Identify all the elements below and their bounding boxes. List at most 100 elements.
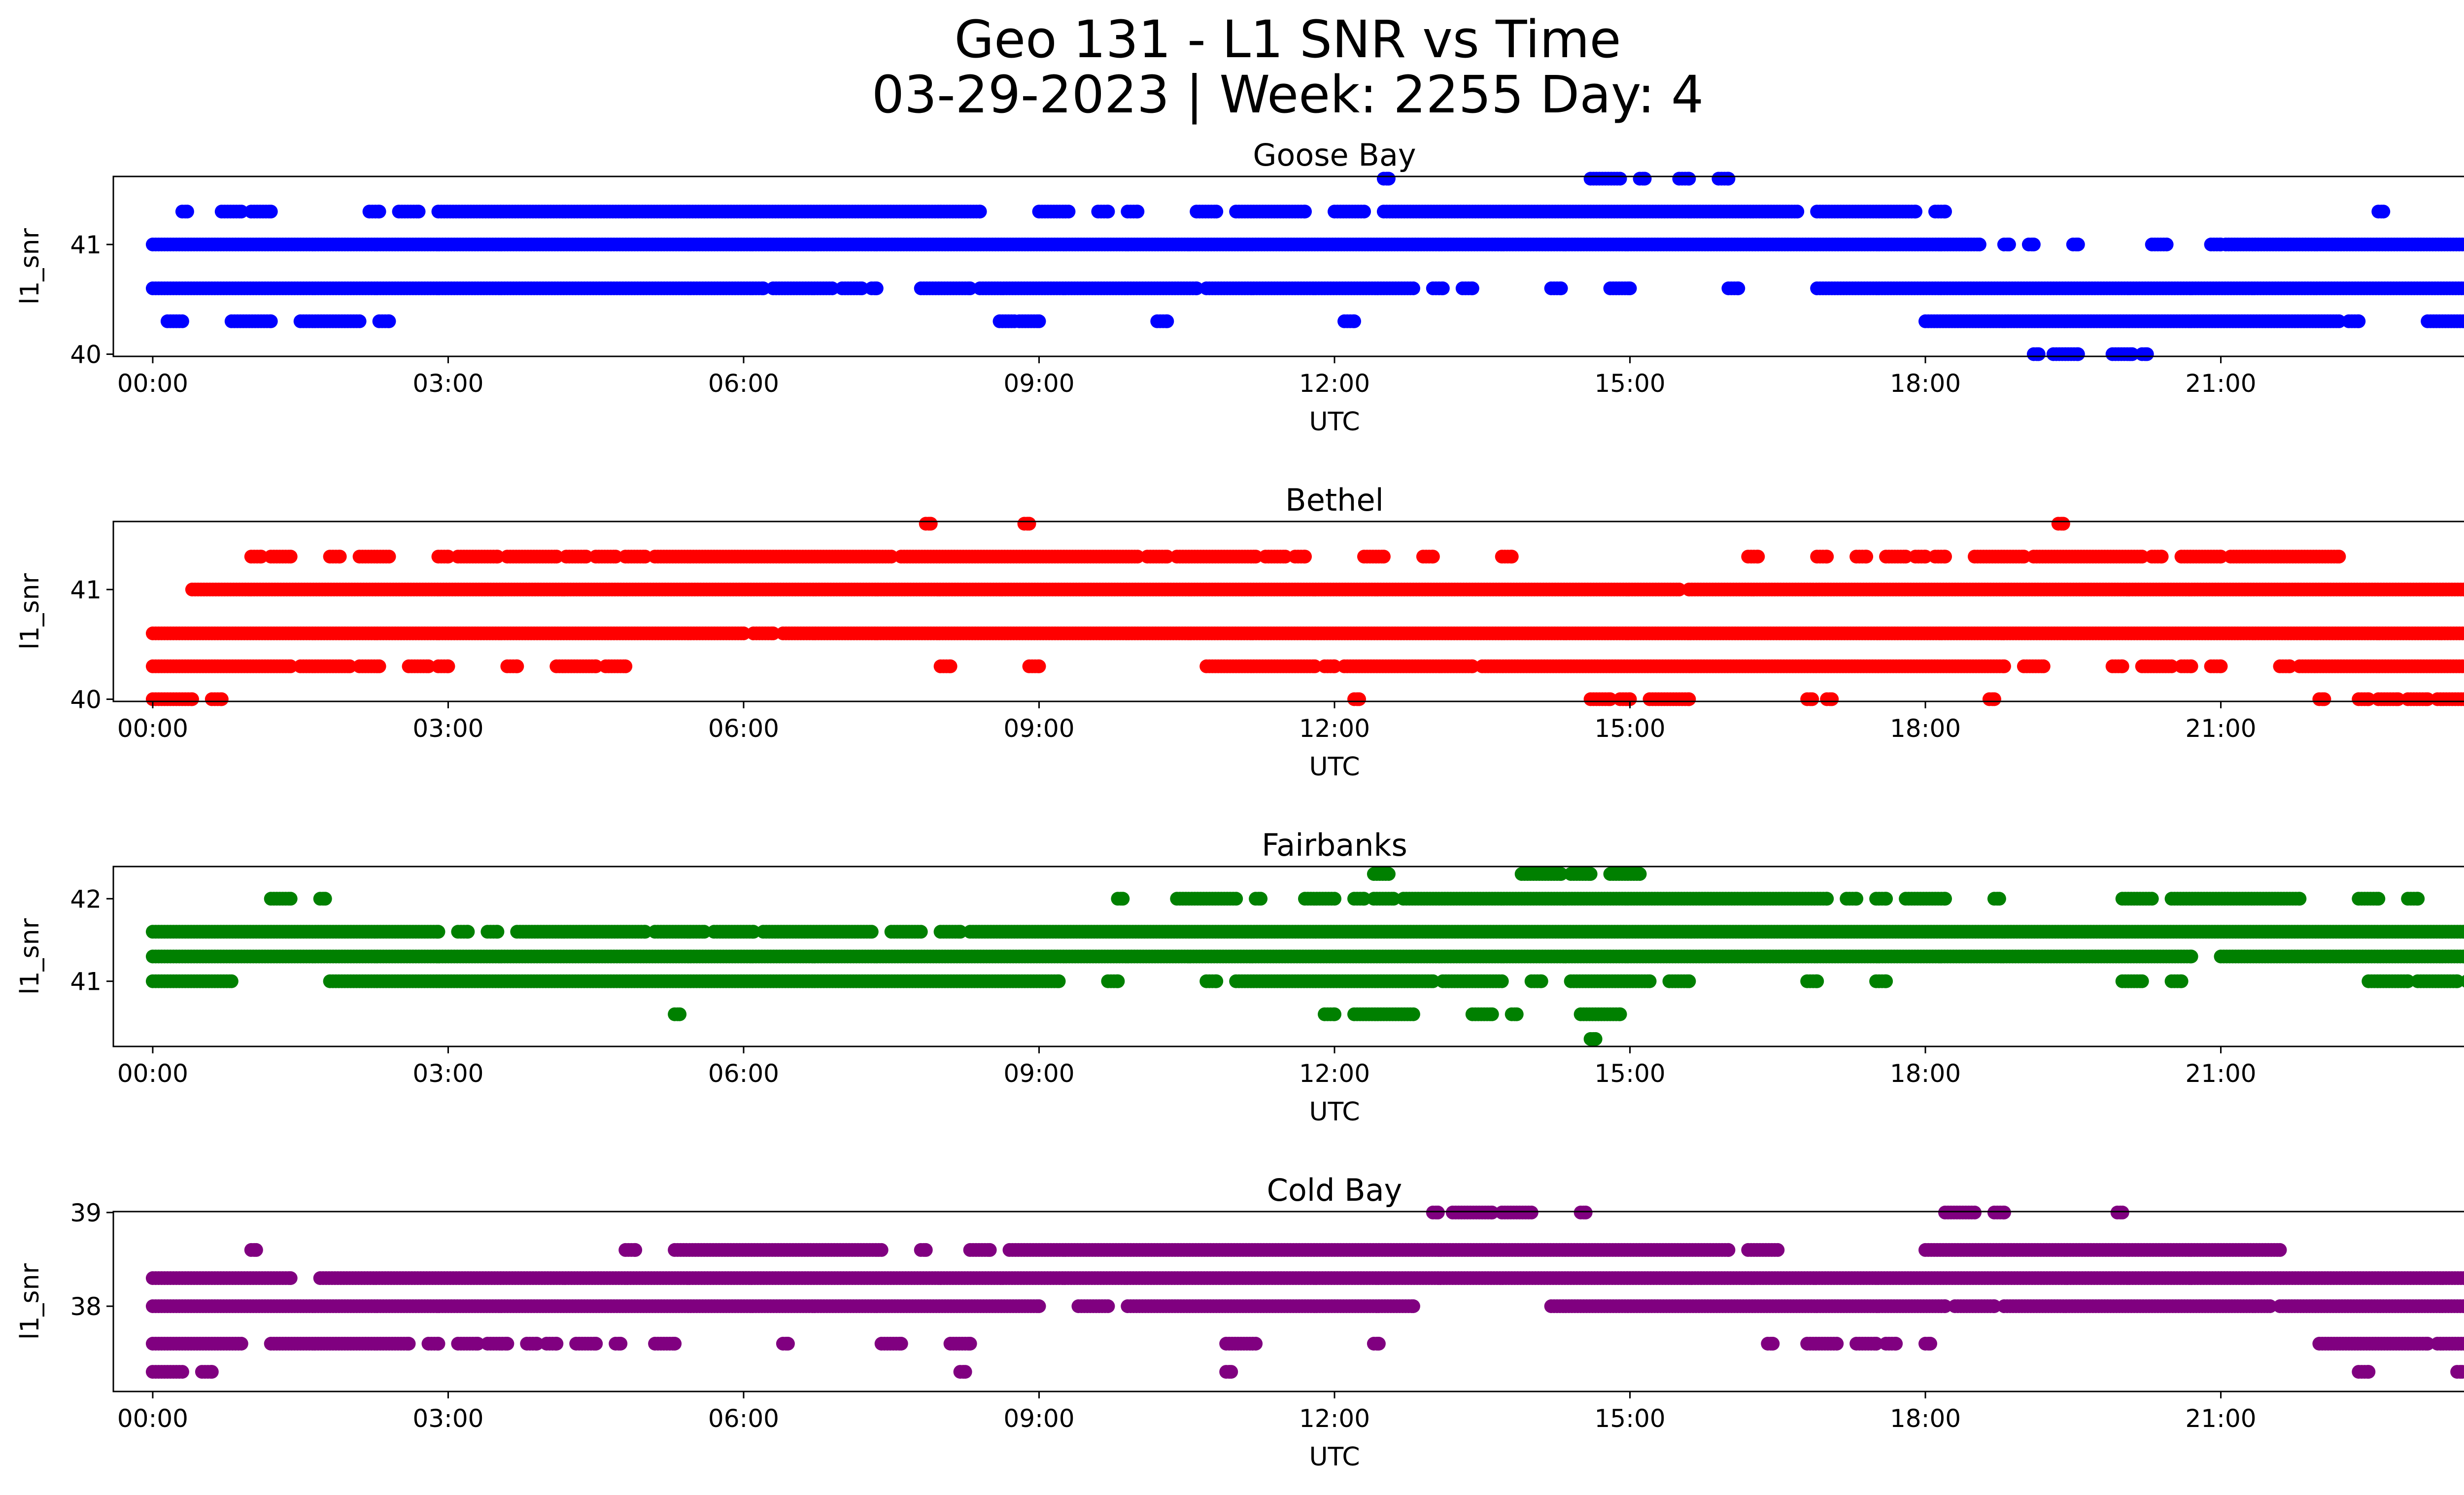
panel-bethel-point <box>1805 692 1819 706</box>
panel-goose-bay-x-tick-label: 06:00 <box>708 369 779 398</box>
panel-bethel-point <box>1426 550 1440 564</box>
panel-bethel-point <box>2115 659 2129 673</box>
panel-bethel-point <box>441 550 455 564</box>
panel-bethel-point <box>1987 692 2001 706</box>
panel-bethel-point <box>1997 659 2011 673</box>
panel-bethel-y-tick-label: 41 <box>70 576 102 604</box>
panel-bethel-point <box>1465 659 1479 673</box>
panel-goose-bay-point <box>1721 172 1736 186</box>
panel-goose-bay-point <box>2459 314 2464 328</box>
panel-bethel-point <box>1603 692 1617 706</box>
panel-goose-bay-point <box>1909 205 1922 219</box>
panel-goose-bay-x-tick-label: 03:00 <box>412 369 483 398</box>
panel-goose-bay-point <box>1347 314 1361 328</box>
panel-bethel-point <box>1859 550 1874 564</box>
panel-goose-bay-point <box>175 314 189 328</box>
panel-bethel-point <box>283 659 298 673</box>
panel-bethel-point <box>333 550 347 564</box>
panel-bethel-point <box>2155 550 2169 564</box>
panel-bethel-point <box>2332 550 2346 564</box>
panel-bethel-point <box>2184 659 2198 673</box>
panel-bethel-point <box>214 692 229 706</box>
panel-bethel-points <box>145 517 2464 706</box>
panel-bethel-point <box>549 550 564 564</box>
panel-goose-bay-points <box>145 172 2464 361</box>
panel-bethel-point <box>1682 692 1696 706</box>
panel-bethel-point <box>1899 550 1913 564</box>
panel-bethel-point <box>1751 550 1765 564</box>
panel-bethel-point <box>2460 693 2464 706</box>
panel-goose-bay-point <box>2002 238 2016 251</box>
panel-bethel-point <box>2036 659 2051 673</box>
panel-goose-bay-x-tick-label: 21:00 <box>2186 369 2257 398</box>
panel-goose-bay-point <box>1938 205 1952 219</box>
panel-bethel-x-tick-label: 12:00 <box>1299 714 1370 743</box>
panel-bethel-point <box>1918 550 1932 564</box>
panel-goose-bay-point <box>825 281 839 295</box>
panel-goose-bay-point <box>1638 172 1652 186</box>
panel-bethel-x-tick-label: 15:00 <box>1594 714 1665 743</box>
panel-bethel-point <box>1298 550 1312 564</box>
panel-bethel-point <box>2391 692 2405 706</box>
panel-bethel-axes-frame <box>112 521 2464 702</box>
panel-goose-bay-point <box>234 205 248 219</box>
panel-goose-bay-point <box>1554 281 1568 295</box>
panel-goose-bay-point <box>372 205 386 219</box>
panel-goose-bay-point <box>1298 205 1312 219</box>
panel-goose-bay-x-tick-label: 09:00 <box>1003 369 1074 398</box>
panel-bethel-point <box>2461 661 2464 672</box>
panel-bethel-point <box>441 659 455 673</box>
panel-goose-bay-point <box>2159 238 2174 251</box>
panel-bethel-point <box>2214 550 2228 564</box>
panel-goose-bay-point <box>1209 205 1224 219</box>
panel-bethel-point <box>1352 692 1366 706</box>
panel-goose-bay-point <box>1061 205 1076 219</box>
panel-goose-bay-point <box>1190 281 1204 295</box>
panel-goose-bay-point <box>1357 205 1371 219</box>
panel-goose-bay-point <box>2376 205 2391 219</box>
panel-bethel-y-tick-label: 40 <box>70 686 102 714</box>
panel-bethel-point <box>1160 550 1174 564</box>
panel-bethel-point <box>2164 659 2179 673</box>
panel-bethel-point <box>1328 659 1341 673</box>
panel-goose-bay-point <box>2461 239 2464 250</box>
panel-goose-bay-point <box>2352 314 2366 328</box>
panel-goose-bay-point <box>1731 281 1745 295</box>
panel-bethel-point <box>1825 692 1839 706</box>
panel-bethel-y-axis-label: l1_snr <box>15 573 45 650</box>
panel-goose-bay-point <box>180 205 194 219</box>
panel-goose-bay-point <box>1790 205 1805 219</box>
panel-goose-bay-y-axis-label: l1_snr <box>15 228 45 305</box>
panel-bethel-point <box>372 659 386 673</box>
panel-goose-bay-point <box>382 314 396 328</box>
panel-goose-bay-point <box>963 281 977 295</box>
panel-bethel-point <box>2460 583 2464 596</box>
panel-bethel-point <box>2421 692 2435 706</box>
panel-goose-bay-point <box>756 281 770 295</box>
panel-goose-bay-point <box>264 205 278 219</box>
panel-bethel-point <box>2056 517 2070 531</box>
panel-goose-bay-point <box>1465 281 1479 295</box>
panel-bethel-x-tick-label: 06:00 <box>708 714 779 743</box>
panel-bethel-point <box>382 550 396 564</box>
panel-bethel-x-tick-label: 03:00 <box>412 714 483 743</box>
panel-goose-bay-x-tick-label: 00:00 <box>117 369 188 398</box>
figure-title-line2: 03-29-2023 | Week: 2255 Day: 4 <box>871 65 1704 125</box>
panel-goose-bay-point <box>2461 282 2464 295</box>
panel-goose-bay-point <box>1972 238 1986 251</box>
panel-bethel-x-axis-label: UTC <box>1309 752 1360 782</box>
panel-goose-bay-x-tick-label: 12:00 <box>1299 369 1370 398</box>
panel-bethel-point <box>510 659 524 673</box>
panel-goose-bay-point <box>1613 172 1627 186</box>
panel-goose-bay-point <box>1406 281 1420 295</box>
panel-goose-bay-point <box>869 281 884 295</box>
panel-bethel-point <box>342 659 357 673</box>
panel-fairbanks-title: Fairbanks <box>1262 827 1407 863</box>
panel-bethel-point <box>2463 585 2464 594</box>
panel-goose-bay-y-tick-label: 40 <box>70 341 102 369</box>
panel-bethel-point <box>943 659 958 673</box>
panel-bethel-point <box>884 550 898 564</box>
panel-bethel-point <box>1623 692 1637 706</box>
